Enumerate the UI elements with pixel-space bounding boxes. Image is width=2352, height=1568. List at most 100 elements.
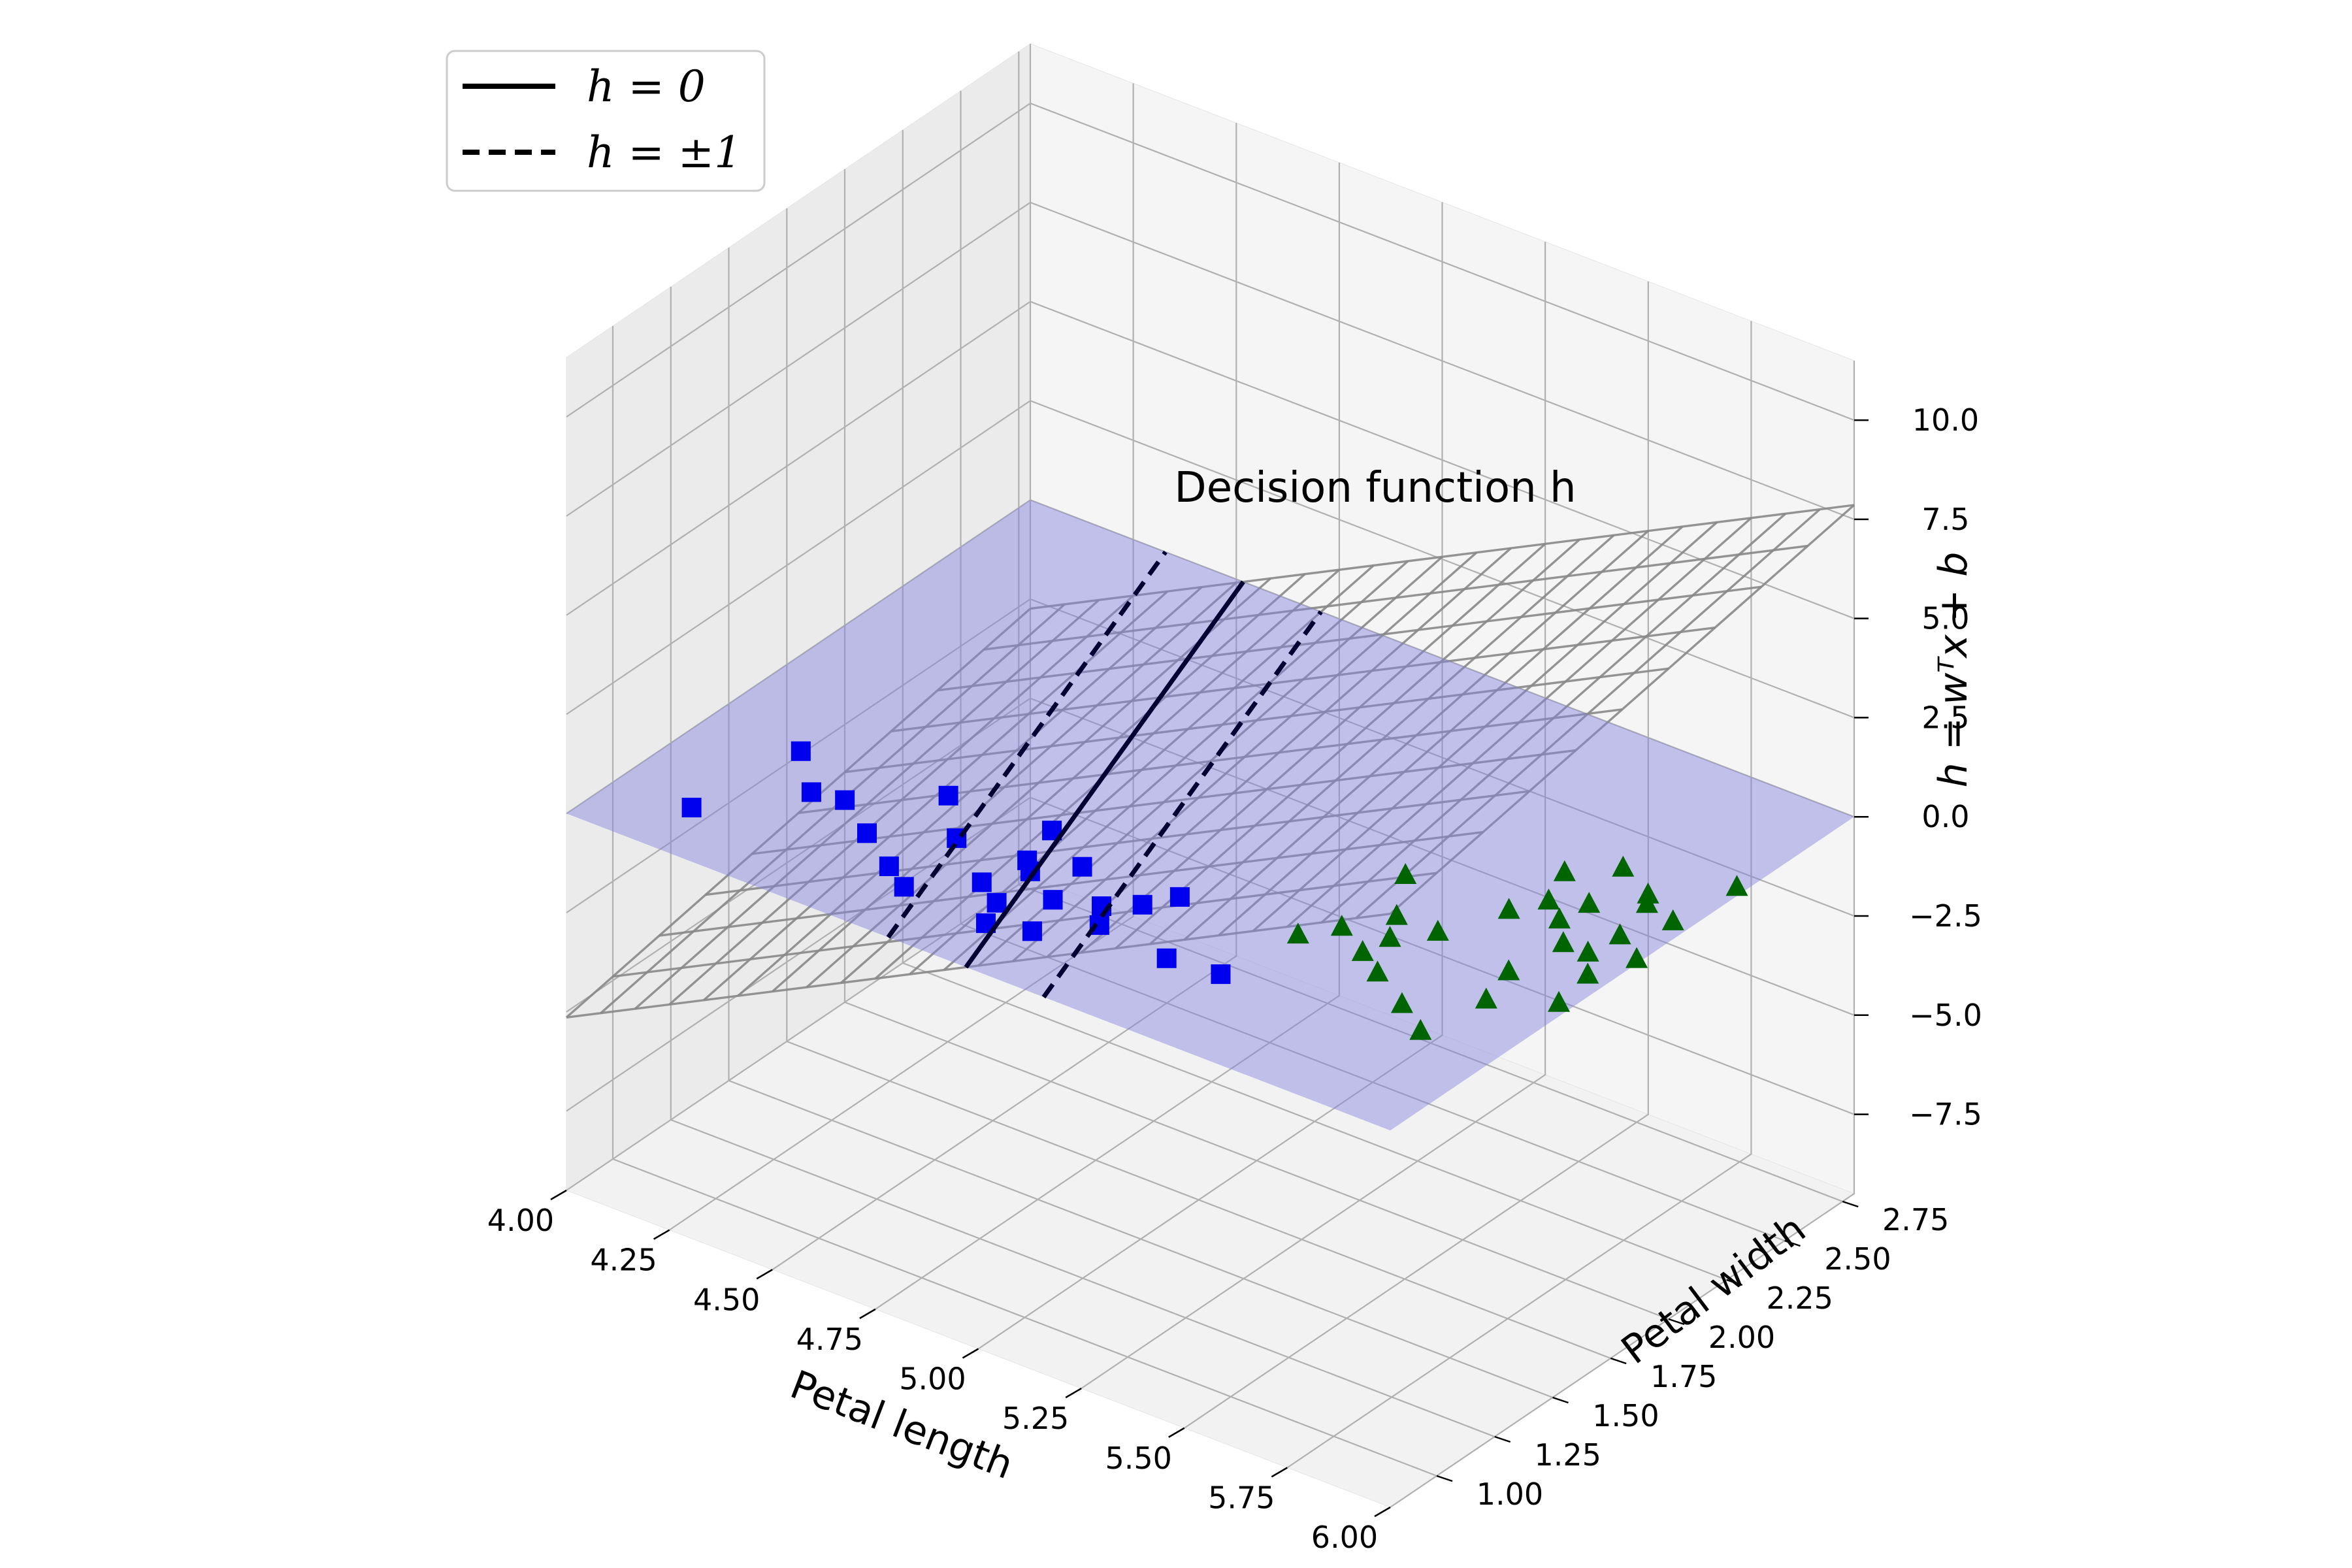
point-triangle-27 xyxy=(1553,860,1576,881)
z-tick-label: 5.0 xyxy=(1921,601,1969,636)
point-triangle-5 xyxy=(1537,889,1560,910)
point-triangle-11 xyxy=(1385,904,1408,925)
point-triangle-22 xyxy=(1637,882,1659,904)
plane-h-zero xyxy=(566,500,1854,1131)
decision-line-1 xyxy=(1041,610,1323,999)
decision-line-2 xyxy=(886,550,1168,939)
grid-line-y xyxy=(960,91,1785,1242)
point-square-21 xyxy=(1169,887,1190,907)
x-tick-mark xyxy=(653,1229,670,1240)
point-square-13 xyxy=(1072,857,1092,877)
x-tick-mark xyxy=(962,1348,979,1359)
x-tick-mark xyxy=(859,1308,876,1319)
surface-wire-y xyxy=(566,913,1391,1019)
surface-wire-y xyxy=(798,708,1623,815)
grid-line-z xyxy=(566,796,1855,1115)
decision-line-0 xyxy=(964,580,1245,969)
grid-line-z xyxy=(566,102,1855,421)
x-tick-mark xyxy=(1374,1506,1391,1518)
decision-lines xyxy=(886,550,1323,999)
y-tick-label: 2.25 xyxy=(1767,1281,1833,1316)
grid-line-y xyxy=(612,326,1437,1477)
y-tick-mark xyxy=(1842,1200,1859,1208)
surface-wire-y xyxy=(659,830,1484,937)
z-tick-label: 2.5 xyxy=(1921,700,1969,735)
h-zero-plane xyxy=(566,500,1854,1131)
x-tick-mark xyxy=(756,1269,773,1280)
point-square-6 xyxy=(879,856,899,876)
y-tick-mark xyxy=(1668,1318,1685,1326)
point-triangle-12 xyxy=(1390,992,1413,1013)
point-triangle-23 xyxy=(1625,947,1648,968)
y-tick-mark xyxy=(1726,1279,1743,1286)
grid-line-x xyxy=(1081,242,1546,1390)
surface-wire-y xyxy=(751,749,1576,855)
x-tick-label: 4.50 xyxy=(693,1282,760,1317)
grid-line-x xyxy=(1286,321,1752,1469)
grid-line-y xyxy=(1018,52,1843,1203)
z-tick-label: −7.5 xyxy=(1909,1097,1982,1132)
x-tick-label: 5.75 xyxy=(1208,1480,1275,1515)
grid-line-z xyxy=(566,400,1855,719)
point-triangle-26 xyxy=(1609,923,1631,945)
surface-wire-y xyxy=(937,585,1762,692)
z-tick-label: 7.5 xyxy=(1921,502,1969,537)
x-tick-label: 4.00 xyxy=(487,1203,554,1238)
grid-line-x xyxy=(875,162,1340,1310)
point-square-5 xyxy=(801,782,821,802)
grid-line-y xyxy=(786,208,1611,1360)
y-tick-label: 1.50 xyxy=(1592,1398,1659,1433)
point-square-1 xyxy=(835,790,855,810)
y-tick-mark xyxy=(1784,1239,1801,1247)
point-square-3 xyxy=(681,798,702,818)
surface-wire-y xyxy=(705,790,1530,896)
point-triangle-18 xyxy=(1366,960,1389,982)
point-triangle-1 xyxy=(1379,926,1401,947)
grid-line-x xyxy=(1184,281,1649,1429)
point-triangle-24 xyxy=(1548,907,1571,929)
x-tick-label: 6.00 xyxy=(1311,1520,1378,1555)
axis-grid xyxy=(566,44,1855,1508)
z-tick-label: −5.0 xyxy=(1909,998,1982,1033)
grid-line-y xyxy=(728,248,1553,1399)
grid-line-x xyxy=(1390,361,1855,1508)
grid-line-y xyxy=(670,287,1495,1438)
point-triangle-10 xyxy=(1330,915,1353,936)
point-triangle-20 xyxy=(1409,1019,1432,1040)
grid-line-z xyxy=(566,498,1855,818)
y-tick-label: 2.75 xyxy=(1882,1202,1949,1237)
x-tick-label: 5.25 xyxy=(1002,1401,1069,1436)
point-triangle-17 xyxy=(1576,940,1599,962)
legend-entry-h-zero: h = 0 xyxy=(587,61,706,112)
x-tick-mark xyxy=(1065,1388,1082,1399)
point-triangle-2 xyxy=(1426,919,1449,941)
point-square-0 xyxy=(791,741,811,761)
grid-line-x xyxy=(977,202,1443,1350)
point-square-16 xyxy=(1022,921,1042,941)
point-triangle-13 xyxy=(1552,931,1575,953)
y-tick-mark xyxy=(1494,1435,1511,1443)
surface-wire-y xyxy=(890,627,1716,732)
point-triangle-25 xyxy=(1286,923,1309,944)
point-triangle-21 xyxy=(1576,962,1599,984)
point-triangle-14 xyxy=(1548,990,1570,1012)
point-square-2 xyxy=(938,785,958,806)
point-triangle-15 xyxy=(1661,909,1684,930)
grid-line-z xyxy=(566,301,1855,619)
legend: h = 0 h = ±1 xyxy=(446,50,766,192)
point-triangle-7 xyxy=(1578,892,1601,913)
point-triangle-6 xyxy=(1497,959,1520,981)
grid-line-x xyxy=(668,83,1134,1231)
y-tick-label: 1.25 xyxy=(1535,1437,1601,1473)
x-tick-label: 4.25 xyxy=(590,1243,657,1278)
surface-wire-y xyxy=(1030,504,1855,610)
point-square-23 xyxy=(1211,964,1231,985)
x-tick-mark xyxy=(550,1189,567,1201)
decision-function-annotation: Decision function h xyxy=(1174,464,1576,512)
point-square-4 xyxy=(857,823,877,843)
y-tick-mark xyxy=(1610,1357,1627,1365)
y-tick-label: 2.00 xyxy=(1708,1320,1775,1355)
grid-line-y xyxy=(902,130,1727,1281)
grid-line-y xyxy=(843,169,1669,1320)
grid-line-x xyxy=(772,123,1237,1271)
